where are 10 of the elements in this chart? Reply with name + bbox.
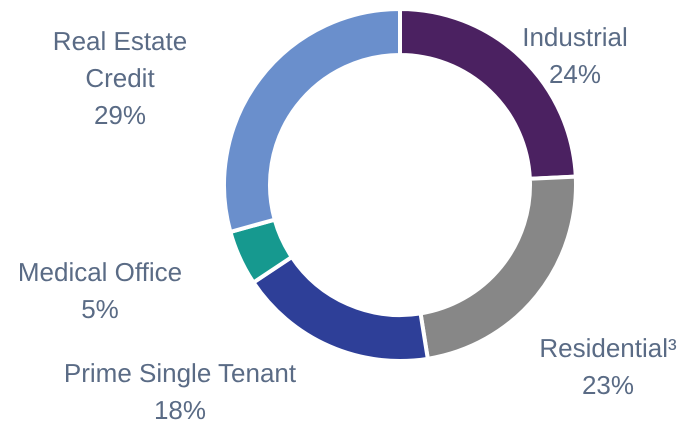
data-label: 29% — [94, 100, 146, 130]
data-label: 24% — [548, 59, 602, 89]
slice-label: Industrial — [522, 22, 628, 52]
data-label: 5% — [81, 294, 119, 324]
data-label: 23% — [582, 370, 634, 400]
slice-label: Residential³ — [539, 333, 677, 363]
slice-label: Prime Single Tenant — [64, 358, 297, 388]
slice-label: Medical Office — [18, 257, 182, 287]
data-label: 18% — [154, 395, 206, 425]
slice-label: Real Estate Credit — [52, 26, 188, 93]
